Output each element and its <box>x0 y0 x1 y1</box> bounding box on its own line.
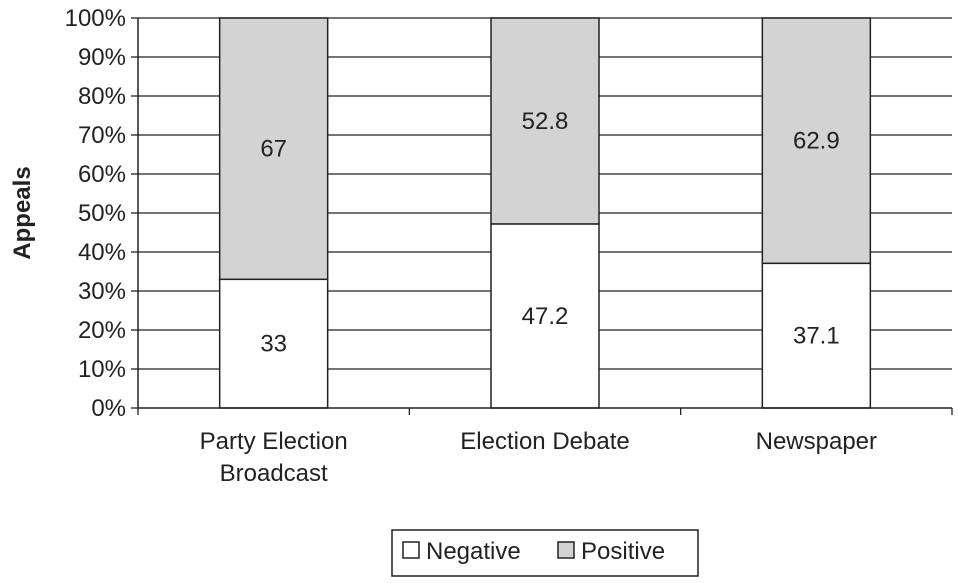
legend: Negative Positive <box>391 529 699 577</box>
bar-negative-2 <box>761 262 872 409</box>
y-tick-labels: 0% 10% 20% 30% 40% 50% 60% 70% 80% 90% 100% <box>65 5 126 422</box>
y-tick-label: 70% <box>78 122 126 149</box>
x-category-label: Election Debate <box>460 428 629 455</box>
x-category-labels: Party Election Broadcast Election Debate Ne… <box>200 428 877 487</box>
y-tick-label: 50% <box>78 200 126 227</box>
y-tick-label: 90% <box>78 44 126 71</box>
x-category-label: Party Election <box>200 428 348 455</box>
y-axis-label: Appeals <box>9 166 36 259</box>
data-label-negative-2: 37.1 <box>793 323 840 350</box>
bar-positive-0 <box>218 17 329 281</box>
bars: 33 67 47.2 52.8 37.1 62.9 <box>218 17 872 409</box>
legend-label-positive: Positive <box>581 538 665 565</box>
y-tick-label: 60% <box>78 161 126 188</box>
y-tick-label: 30% <box>78 278 126 305</box>
y-tick-label: 100% <box>65 5 126 32</box>
y-tick-label: 20% <box>78 317 126 344</box>
axes <box>131 17 953 415</box>
bar-positive-1 <box>490 17 600 225</box>
data-label-negative-0: 33 <box>260 331 287 358</box>
data-label-negative-1: 47.2 <box>522 303 569 330</box>
bar-positive-2 <box>761 17 872 265</box>
data-label-positive-1: 52.8 <box>522 108 569 135</box>
y-tick-label: 0% <box>91 395 126 422</box>
y-tick-label: 10% <box>78 356 126 383</box>
legend-box <box>391 529 699 577</box>
legend-swatch-negative <box>402 541 420 559</box>
x-category-label: Broadcast <box>220 460 328 487</box>
x-category-label: Newspaper <box>756 428 877 455</box>
y-tick-label: 80% <box>78 83 126 110</box>
legend-label-negative: Negative <box>426 538 521 565</box>
data-label-positive-2: 62.9 <box>793 128 840 155</box>
y-tick-label: 40% <box>78 239 126 266</box>
legend-swatch-positive <box>557 541 575 559</box>
data-label-positive-0: 67 <box>260 136 287 163</box>
